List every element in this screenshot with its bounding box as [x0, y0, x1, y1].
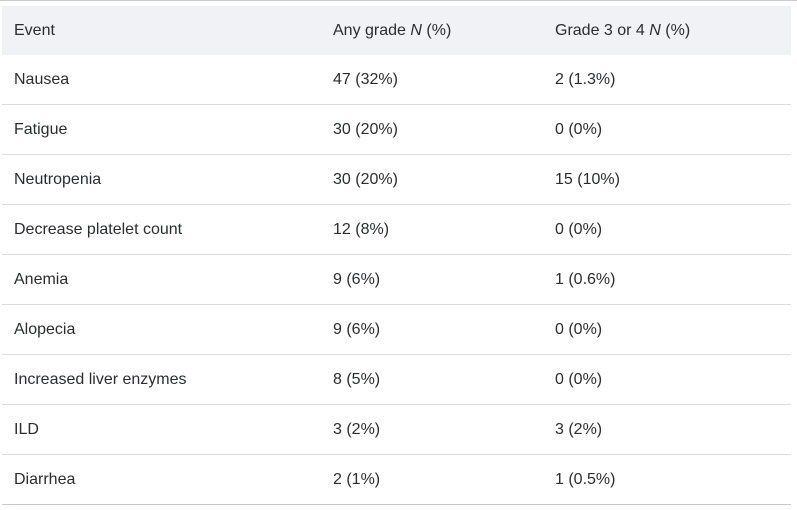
grade-3-or-4-cell: 0 (0%)	[543, 104, 791, 155]
column-header-any-grade-suffix: (%)	[421, 21, 452, 39]
table-row: Neutropenia 30 (20%) 15 (10%)	[2, 154, 791, 205]
grade-3-or-4-cell: 15 (10%)	[543, 154, 791, 205]
column-header-grade-3-or-4-prefix: Grade 3 or 4	[555, 21, 650, 39]
column-header-grade-3-or-4-suffix: (%)	[660, 21, 691, 39]
column-header-grade-3-or-4: Grade 3 or 4 N (%)	[543, 6, 791, 55]
event-cell: Diarrhea	[2, 454, 321, 505]
event-cell: Neutropenia	[2, 154, 321, 205]
event-cell: Increased liver enzymes	[2, 354, 321, 405]
column-header-grade-3-or-4-n: N	[649, 21, 661, 39]
event-cell: Decrease platelet count	[2, 204, 321, 255]
column-header-any-grade-n: N	[410, 21, 422, 39]
event-cell: Alopecia	[2, 304, 321, 355]
grade-3-or-4-cell: 1 (0.6%)	[543, 254, 791, 305]
any-grade-cell: 2 (1%)	[321, 454, 543, 505]
event-cell: ILD	[2, 404, 321, 455]
grade-3-or-4-cell: 0 (0%)	[543, 354, 791, 405]
table-row: Anemia 9 (6%) 1 (0.6%)	[2, 254, 791, 305]
any-grade-cell: 8 (5%)	[321, 354, 543, 405]
top-border-line	[0, 0, 797, 1]
table-row: Fatigue 30 (20%) 0 (0%)	[2, 104, 791, 155]
any-grade-cell: 3 (2%)	[321, 404, 543, 455]
grade-3-or-4-cell: 1 (0.5%)	[543, 454, 791, 505]
column-header-any-grade-prefix: Any grade	[333, 21, 411, 39]
adverse-events-table: Event Any grade N (%) Grade 3 or 4 N (%)…	[2, 6, 791, 505]
header-row: Event Any grade N (%) Grade 3 or 4 N (%)	[2, 6, 791, 55]
table-row: Nausea 47 (32%) 2 (1.3%)	[2, 55, 791, 105]
event-cell: Nausea	[2, 55, 321, 105]
any-grade-cell: 47 (32%)	[321, 55, 543, 105]
column-header-event: Event	[2, 6, 321, 55]
table-row: ILD 3 (2%) 3 (2%)	[2, 404, 791, 455]
any-grade-cell: 9 (6%)	[321, 254, 543, 305]
table-row: Alopecia 9 (6%) 0 (0%)	[2, 304, 791, 355]
grade-3-or-4-cell: 0 (0%)	[543, 304, 791, 355]
column-header-event-label: Event	[14, 21, 55, 39]
grade-3-or-4-cell: 3 (2%)	[543, 404, 791, 455]
table-row: Increased liver enzymes 8 (5%) 0 (0%)	[2, 354, 791, 405]
any-grade-cell: 9 (6%)	[321, 304, 543, 355]
grade-3-or-4-cell: 2 (1.3%)	[543, 55, 791, 105]
any-grade-cell: 30 (20%)	[321, 154, 543, 205]
event-cell: Fatigue	[2, 104, 321, 155]
event-cell: Anemia	[2, 254, 321, 305]
any-grade-cell: 12 (8%)	[321, 204, 543, 255]
grade-3-or-4-cell: 0 (0%)	[543, 204, 791, 255]
any-grade-cell: 30 (20%)	[321, 104, 543, 155]
table-row: Decrease platelet count 12 (8%) 0 (0%)	[2, 204, 791, 255]
column-header-any-grade: Any grade N (%)	[321, 6, 543, 55]
table-row: Diarrhea 2 (1%) 1 (0.5%)	[2, 454, 791, 505]
